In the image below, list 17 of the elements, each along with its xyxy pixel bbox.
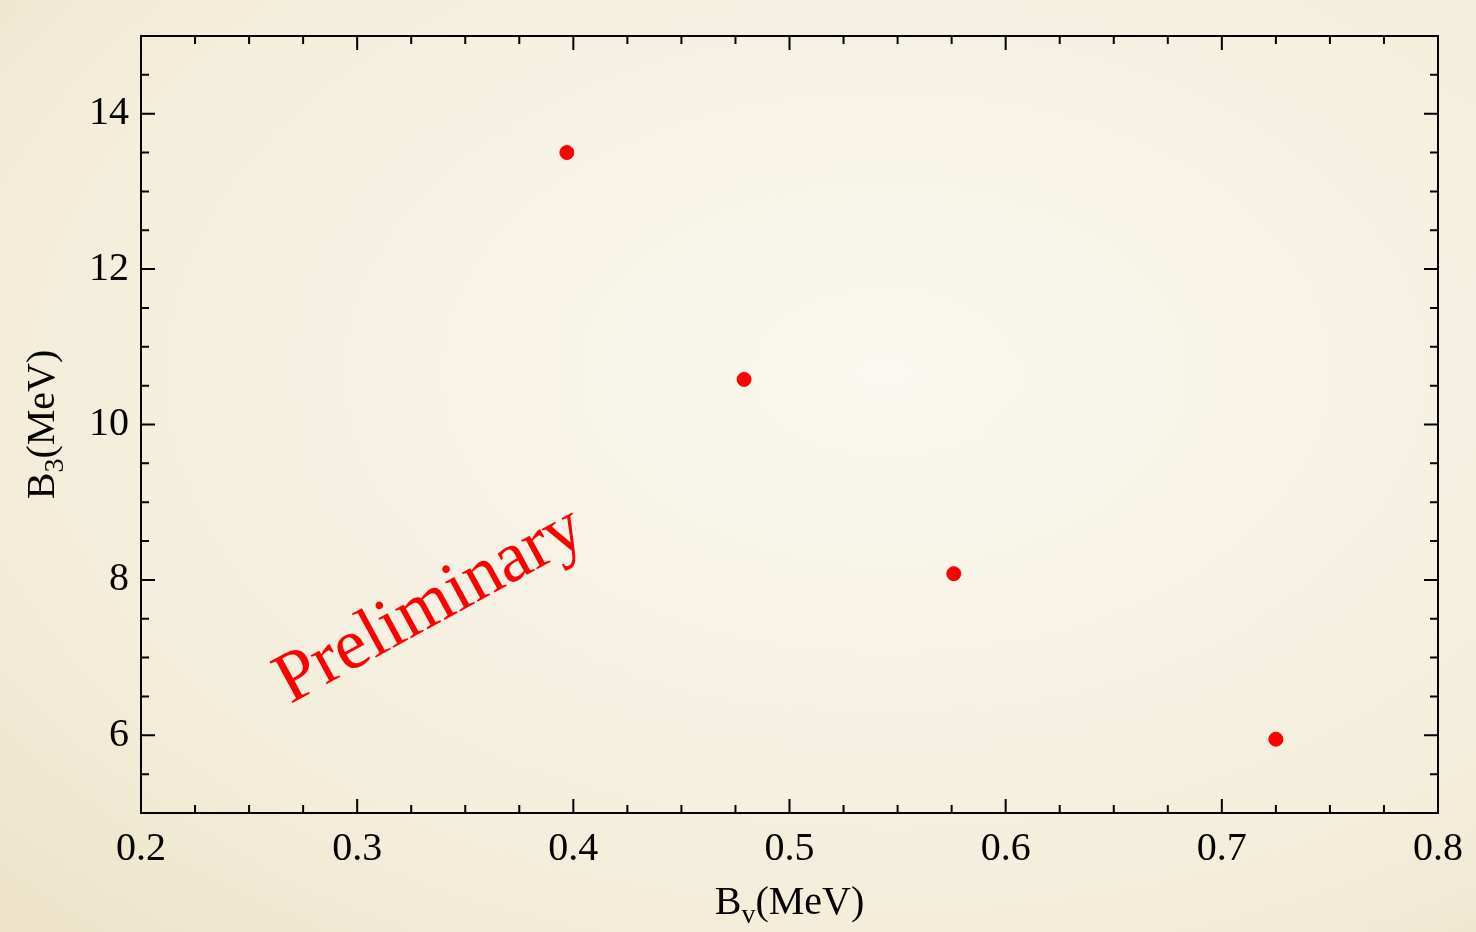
x-tick-label: 0.3	[332, 823, 383, 869]
y-tick-label: 10	[89, 399, 129, 444]
y-tick-label: 14	[89, 88, 129, 134]
point	[946, 566, 962, 582]
x-tick-label: 0.7	[1196, 823, 1247, 869]
x-tick-label: 0.2	[116, 823, 166, 869]
x-tick-label: 0.4	[548, 823, 599, 869]
x-axis-title: B$_{v}$(MeV)	[714, 877, 865, 930]
y-tick-label: 8	[109, 554, 129, 600]
x-tick-label: 0.8	[1413, 823, 1463, 869]
point	[559, 145, 575, 161]
y-tick-label: 6	[109, 709, 129, 755]
x-tick-label: 0.6	[980, 823, 1031, 869]
x-tick-label: 0.5	[764, 823, 815, 869]
point	[736, 371, 752, 387]
point	[1268, 731, 1284, 747]
y-tick-label: 12	[89, 243, 129, 289]
